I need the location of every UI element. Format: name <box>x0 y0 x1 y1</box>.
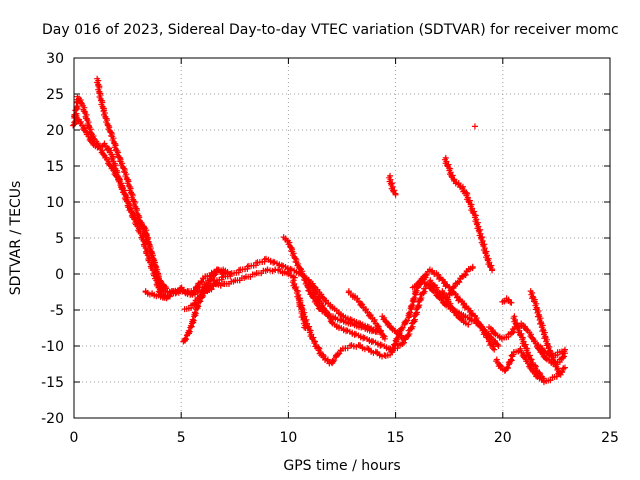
data-point-marker <box>508 299 515 306</box>
data-point-marker <box>561 346 568 353</box>
data-point-marker <box>172 290 179 297</box>
x-tick-label: 15 <box>387 430 405 446</box>
series-track-6 <box>181 266 234 313</box>
data-point-marker <box>186 328 193 335</box>
y-tick-label: 20 <box>46 123 64 139</box>
series-track-12 <box>345 288 388 342</box>
data-point-marker <box>214 279 221 286</box>
data-point-marker <box>302 325 309 331</box>
series-track-25 <box>527 288 564 378</box>
data-point-marker <box>214 280 221 287</box>
x-tick-label: 10 <box>279 430 297 446</box>
series-track-23 <box>499 295 515 306</box>
data-point-marker <box>191 288 198 295</box>
plot-frame <box>73 57 611 419</box>
data-point-marker <box>381 335 388 342</box>
data-point-marker <box>406 330 413 337</box>
data-point-marker <box>221 271 228 277</box>
series-track-18 <box>439 288 472 328</box>
x-axis-label: GPS time / hours <box>283 458 400 474</box>
data-point-marker <box>418 294 425 301</box>
data-point-marker <box>561 364 568 371</box>
data-point-marker <box>507 356 514 363</box>
series-track-4 <box>142 288 180 301</box>
data-point-marker <box>401 335 408 342</box>
data-point-marker <box>163 285 170 292</box>
data-point-marker <box>185 327 192 334</box>
series-track-14 <box>386 172 399 198</box>
y-tick-label: 10 <box>46 195 64 211</box>
axis-ticks <box>73 57 611 419</box>
series-track-20 <box>471 123 478 130</box>
series-track-10 <box>296 295 309 331</box>
series-track-8 <box>280 234 384 336</box>
data-point-marker <box>557 371 564 378</box>
data-point-marker <box>195 303 202 310</box>
y-tick-label: -10 <box>41 339 64 355</box>
series-track-16 <box>417 277 502 349</box>
series-track-5 <box>180 279 221 345</box>
data-point-marker <box>409 323 416 330</box>
data-points <box>70 75 568 386</box>
x-tick-label: 0 <box>70 430 79 446</box>
series-track-26 <box>535 342 568 360</box>
series-track-19 <box>441 154 496 274</box>
data-point-marker <box>491 346 498 353</box>
data-point-marker <box>448 288 455 295</box>
data-point-marker <box>182 336 189 343</box>
data-point-marker <box>560 353 567 360</box>
x-tick-label: 25 <box>601 430 619 446</box>
y-tick-label: 25 <box>46 87 64 103</box>
series-track-13 <box>379 313 408 342</box>
x-tick-label: 5 <box>177 430 186 446</box>
data-point-marker <box>77 99 84 106</box>
data-point-marker <box>421 288 428 295</box>
data-point-marker <box>405 310 412 317</box>
series-track-2 <box>71 111 298 302</box>
data-point-marker <box>227 271 234 277</box>
data-point-marker <box>495 343 502 349</box>
data-point-marker <box>471 123 478 130</box>
data-point-marker <box>540 375 547 382</box>
data-point-marker <box>191 309 198 316</box>
x-tick-labels: 0 5 10 15 20 25 <box>70 430 619 446</box>
data-point-marker <box>407 303 414 310</box>
series-track-11 <box>303 277 429 353</box>
data-point-marker <box>489 267 496 274</box>
y-tick-label: -20 <box>41 411 64 427</box>
series-track-3 <box>94 75 170 292</box>
series-track-1 <box>70 93 380 335</box>
y-tick-label: -5 <box>50 303 64 319</box>
data-point-marker <box>394 334 401 341</box>
y-tick-label: 5 <box>55 231 64 247</box>
data-point-marker <box>173 289 180 295</box>
data-point-marker <box>291 274 298 281</box>
y-tick-label: -15 <box>41 375 64 391</box>
data-point-marker <box>392 191 399 198</box>
y-tick-label: 0 <box>55 267 64 283</box>
chart-title: Day 016 of 2023, Sidereal Day-to-day VTE… <box>42 22 619 38</box>
data-point-marker <box>189 316 196 323</box>
data-point-marker <box>469 263 476 270</box>
data-point-marker <box>504 365 511 372</box>
series-track-24 <box>510 313 547 382</box>
y-tick-label: 15 <box>46 159 64 175</box>
data-point-marker <box>465 321 472 328</box>
y-tick-label: 30 <box>46 51 64 67</box>
y-axis-label: SDTVAR / TECUs <box>8 181 24 296</box>
series-track-7 <box>188 266 228 298</box>
data-point-marker <box>410 295 417 302</box>
data-point-marker <box>489 345 496 352</box>
x-tick-label: 20 <box>494 430 512 446</box>
y-tick-labels: -20 -15 -10 -5 0 5 10 15 20 25 30 <box>41 51 64 427</box>
